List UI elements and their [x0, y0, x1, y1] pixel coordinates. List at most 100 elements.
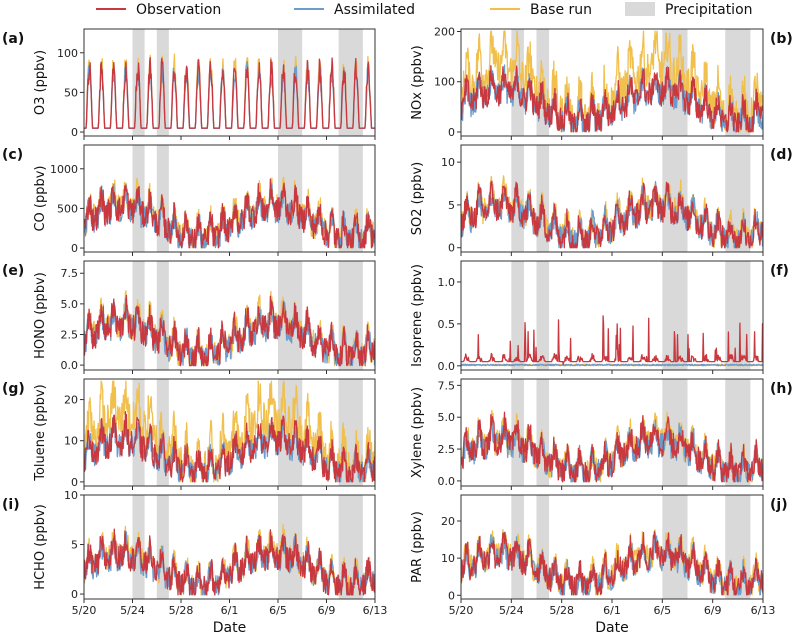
y-tick-label: 0 [448, 242, 455, 255]
legend: Observation Assimilated Base run Precipitat… [96, 2, 753, 18]
y-axis-label: Isoprene (ppbv) [410, 264, 425, 367]
x-tick-label: 5/24 [120, 604, 145, 617]
y-axis-label: O3 (ppbv) [33, 50, 48, 115]
panel-f: 0.0 0.5 1.0 Isoprene (ppbv) (f) [410, 260, 789, 374]
panel-label: (j) [770, 497, 788, 513]
y-tick-label: 1.0 [438, 276, 456, 289]
panel-label: (c) [2, 147, 23, 163]
y-tick-label: 0.0 [61, 359, 79, 372]
legend-label-obs: Observation [136, 2, 221, 18]
panel-label: (d) [770, 147, 793, 163]
x-tick-label: 6/5 [653, 604, 671, 617]
y-tick-label: 20 [441, 515, 455, 528]
panel-i: 0 5 10 HCHO (ppbv) (i) [2, 489, 376, 603]
y-tick-label: 20 [64, 394, 78, 407]
panel-a: 0 50 100 O3 (ppbv) (a) [2, 28, 376, 140]
x-tick-label: 6/9 [318, 604, 336, 617]
y-axis-label: NOx (ppbv) [410, 45, 425, 119]
y-tick-label: 100 [434, 76, 455, 89]
series-line-assim [84, 416, 375, 483]
legend-label-assim: Assimilated [334, 2, 415, 18]
y-tick-label: 5.0 [438, 411, 456, 424]
y-tick-label: 0.5 [438, 318, 456, 331]
y-tick-label: 200 [434, 26, 455, 39]
y-tick-label: 0 [71, 242, 78, 255]
y-tick-label: 10 [441, 156, 455, 169]
y-tick-label: 7.5 [438, 379, 456, 392]
panel-label: (b) [770, 31, 793, 47]
y-tick-label: 0 [448, 126, 455, 139]
y-axis-label: HCHO (ppbv) [33, 504, 48, 590]
panel-label: (a) [2, 31, 24, 47]
panel-j: 0 10 20 PAR (ppbv) (j) [410, 494, 788, 603]
y-tick-label: 10 [441, 552, 455, 565]
y-axis-label: Xylene (ppbv) [410, 387, 425, 478]
legend-label-base: Base run [530, 2, 592, 18]
y-tick-label: 0 [71, 476, 78, 489]
y-tick-label: 0 [448, 589, 455, 602]
precipitation-band [536, 261, 550, 370]
y-tick-label: 0.0 [438, 360, 456, 373]
x-tick-label: 6/5 [269, 604, 287, 617]
y-axis-label: Toluene (ppbv) [33, 384, 48, 482]
panel-h: 0.0 2.5 5.0 7.5 Xylene (ppbv) (h) [410, 378, 793, 490]
y-tick-label: 5.0 [61, 298, 79, 311]
panel-g: 0 10 20 Toluene (ppbv) (g) [2, 378, 376, 490]
series-line-obs [84, 56, 375, 129]
x-axis-label: Date [213, 620, 246, 635]
series-line-obs [461, 180, 763, 249]
series-line-obs [84, 411, 375, 483]
y-tick-label: 10 [64, 435, 78, 448]
x-tick-label: 5/28 [549, 604, 574, 617]
plot-frame [460, 260, 764, 371]
series-line-assim [84, 297, 375, 367]
series-line-obs [84, 178, 375, 249]
panel-label: (g) [2, 381, 25, 397]
y-axis-label: CO (ppbv) [33, 165, 48, 231]
y-tick-label: 100 [57, 47, 78, 60]
y-tick-label: 50 [64, 86, 78, 99]
x-tick-label: 6/1 [603, 604, 621, 617]
panel-label: (h) [770, 381, 793, 397]
series-line-assim [84, 531, 375, 596]
y-tick-label: 500 [57, 202, 78, 215]
y-tick-label: 5 [71, 539, 78, 552]
x-tick-label: 6/13 [751, 604, 776, 617]
y-tick-label: 7.5 [61, 267, 79, 280]
y-tick-label: 5 [448, 199, 455, 212]
panel-e: 0.0 2.5 5.0 7.5 HONO (ppbv) (e) [2, 260, 376, 374]
panel-label: (e) [2, 263, 24, 279]
y-tick-label: 0 [71, 588, 78, 601]
x-tick-label: 6/1 [221, 604, 239, 617]
x-axis-labels: 5/20 5/24 5/28 6/1 6/5 6/9 6/13 Date 5/20 5/24 5/2… [72, 604, 776, 635]
y-tick-label: 2.5 [438, 443, 456, 456]
panel-d: 0 5 10 SO2 (ppbv) (d) [410, 144, 793, 256]
legend-swatch-precip [625, 2, 655, 16]
x-tick-label: 6/13 [363, 604, 388, 617]
y-tick-label: 0 [71, 126, 78, 139]
y-tick-label: 2.5 [61, 328, 79, 341]
x-tick-label: 5/20 [72, 604, 97, 617]
panel-b: 0 100 200 NOx (ppbv) (b) [410, 26, 793, 140]
series-line-obs [461, 315, 763, 366]
series-line-obs [84, 528, 375, 596]
panel-label: (i) [2, 497, 20, 513]
y-tick-label: 1000 [50, 163, 78, 176]
legend-label-precip: Precipitation [665, 2, 753, 18]
series-line-assim [461, 363, 763, 367]
x-tick-label: 5/24 [499, 604, 524, 617]
series-line-obs [84, 294, 375, 367]
series-line-obs [461, 530, 763, 596]
x-tick-label: 6/9 [704, 604, 722, 617]
series-line-obs [461, 411, 763, 483]
y-axis-label: HONO (ppbv) [33, 272, 48, 359]
precipitation-band [511, 261, 524, 370]
panel-label: (f) [770, 263, 789, 279]
y-tick-label: 0.0 [438, 475, 456, 488]
series-line-obs [461, 65, 763, 133]
x-tick-label: 5/20 [449, 604, 474, 617]
y-axis-label: SO2 (ppbv) [410, 162, 425, 235]
